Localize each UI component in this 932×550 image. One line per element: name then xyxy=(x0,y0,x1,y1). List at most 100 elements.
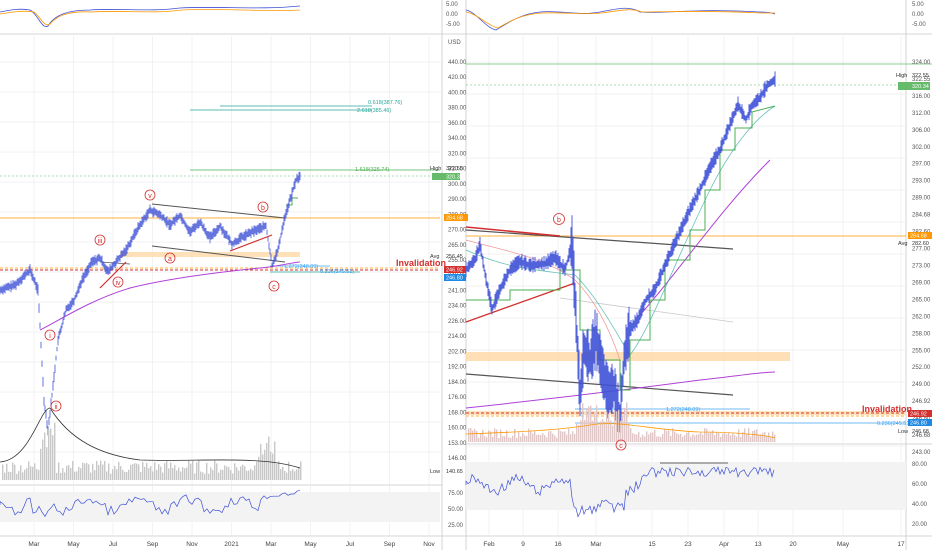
volume-bar xyxy=(110,473,112,480)
volume-bar xyxy=(698,434,700,442)
invalidation-label-right: Invalidation xyxy=(862,404,912,414)
volume-bar xyxy=(288,461,290,480)
right-volume xyxy=(465,402,776,442)
volume-bar xyxy=(192,460,194,480)
volume-bar xyxy=(44,432,46,480)
volume-bar xyxy=(214,460,216,480)
fib-labels-right: 1.272(248.09) 0.236(245.51) xyxy=(666,407,911,427)
svg-text:246.80: 246.80 xyxy=(910,421,927,427)
volume-bar xyxy=(664,428,666,442)
left-y-tick: 192.00 xyxy=(448,365,467,371)
right-x-tick: 13 xyxy=(754,541,762,548)
volume-bar xyxy=(628,422,630,442)
volume-bar xyxy=(480,433,482,442)
badge-blue-right: 246.80 xyxy=(908,419,932,427)
left-y-tick: 290.00 xyxy=(448,197,467,203)
volume-bar xyxy=(768,432,770,442)
right-y-tick: 312.00 xyxy=(912,111,931,117)
wave-label-a: a xyxy=(164,252,176,264)
volume-bar xyxy=(258,456,260,480)
volume-bar xyxy=(150,466,152,480)
volume-bar xyxy=(506,430,508,442)
volume-bar xyxy=(578,425,580,442)
svg-text:b: b xyxy=(557,217,561,224)
volume-bar xyxy=(646,431,648,442)
volume-bar xyxy=(638,431,640,442)
right-x-tick: Mar xyxy=(590,541,602,548)
left-y-tick: 300.00 xyxy=(448,182,467,188)
volume-bar xyxy=(686,432,688,442)
right-y-tick: 302.00 xyxy=(912,145,931,151)
fib-label-0236-left: 0.236(245.51) xyxy=(320,269,354,275)
svg-text:v: v xyxy=(148,193,152,200)
badge-high-right: High 322.55 xyxy=(896,73,929,79)
volume-bar xyxy=(210,467,212,480)
wave-label-c-left: c xyxy=(268,280,280,292)
volume-bar xyxy=(640,437,642,442)
volume-bar xyxy=(558,429,560,442)
volume-bar xyxy=(590,405,592,442)
volume-bar xyxy=(30,466,32,480)
left-y-tick: 400.00 xyxy=(448,90,467,96)
right-overlays xyxy=(465,63,932,424)
badge-orange-left: 284.68 xyxy=(444,214,468,222)
volume-bar xyxy=(276,463,278,480)
volume-bar xyxy=(250,468,252,480)
svg-text:Avg: Avg xyxy=(430,254,439,260)
volume-bar xyxy=(756,429,758,442)
volume-bar xyxy=(156,469,158,480)
volume-bar xyxy=(724,432,726,442)
volume-bar xyxy=(132,464,134,480)
volume-bar xyxy=(564,431,566,442)
volume-bar xyxy=(738,429,740,442)
volume-bar xyxy=(652,432,654,442)
volume-bar xyxy=(674,431,676,442)
volume-bar xyxy=(498,437,500,442)
volume-bar xyxy=(62,468,64,480)
volume-bar xyxy=(742,432,744,442)
right-y-tick: 284.68 xyxy=(912,213,931,219)
volume-bar xyxy=(172,468,174,480)
wave-label-iv: iv xyxy=(112,276,124,288)
volume-bar xyxy=(588,406,590,442)
svg-text:284.68: 284.68 xyxy=(446,216,463,222)
volume-bar xyxy=(536,434,538,442)
volume-bar xyxy=(654,429,656,442)
left-y-tick: 146.00 xyxy=(448,456,467,462)
right-x-tick: 9 xyxy=(521,541,525,548)
right-y-tick: 277.00 xyxy=(912,247,931,253)
badge-low-left: Low 140.65 xyxy=(430,469,463,475)
volume-bar xyxy=(716,432,718,442)
top-oscillators xyxy=(0,5,776,31)
volume-bar xyxy=(278,461,280,480)
volume-bar xyxy=(690,436,692,442)
right-price-badges: High 322.55 320.34 284.68 Avg 282.60 246.9… xyxy=(896,73,932,435)
svg-text:c: c xyxy=(619,443,623,450)
svg-text:256.45: 256.45 xyxy=(446,254,463,260)
volume-bar xyxy=(262,454,264,480)
volume-bar xyxy=(126,472,128,480)
rsi-band-right xyxy=(466,462,906,510)
volume-bar xyxy=(254,465,256,480)
volume-bar xyxy=(672,428,674,442)
volume-bar xyxy=(40,448,42,480)
volume-bar xyxy=(202,472,204,480)
volume-bar xyxy=(2,464,4,480)
volume-bar xyxy=(606,411,608,442)
volume-bar xyxy=(524,435,526,442)
right-x-tick: May xyxy=(837,541,850,548)
volume-bar xyxy=(152,471,154,480)
volume-bar xyxy=(298,466,300,480)
volume-bar xyxy=(232,473,234,480)
left-y-tick: 420.00 xyxy=(448,75,467,81)
left-x-tick: Mar xyxy=(265,541,277,548)
volume-bar xyxy=(610,420,612,442)
volume-bar xyxy=(176,470,178,480)
volume-bar xyxy=(98,465,100,480)
volume-bar xyxy=(48,430,50,480)
volume-bar xyxy=(488,430,490,442)
volume-bar xyxy=(722,433,724,442)
volume-bar xyxy=(546,437,548,442)
volume-bar xyxy=(568,428,570,442)
volume-bar xyxy=(218,472,220,480)
